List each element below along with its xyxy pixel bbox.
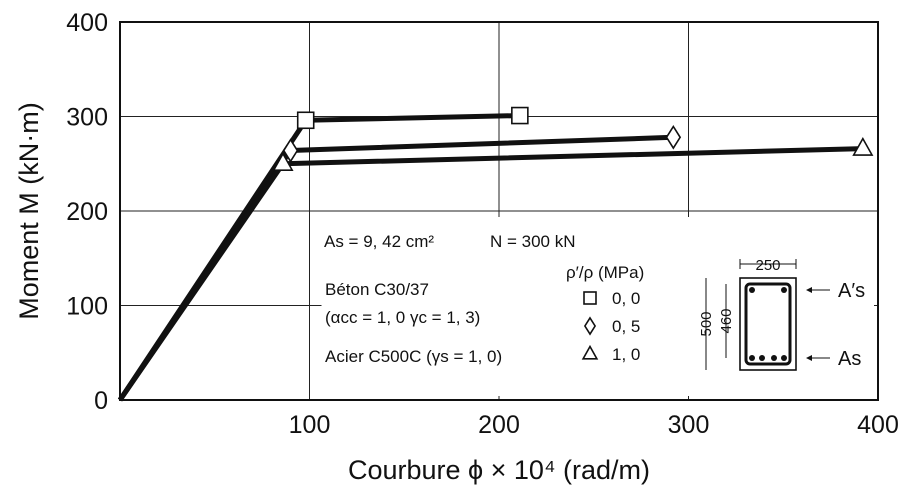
x-tick-label: 200 (478, 411, 520, 439)
y-axis-label: Moment M (kN·m) (14, 102, 44, 320)
triangle-marker (272, 152, 294, 171)
top-steel-label: A′s (838, 280, 865, 302)
tick-labels: 100 200 300 400 0 100 200 300 400 (66, 9, 899, 439)
triangle-marker (852, 136, 874, 156)
legend-title: ρ′/ρ (MPa) (566, 263, 644, 282)
bottom-bar (749, 355, 755, 361)
bottom-bar (781, 355, 787, 361)
diamond-marker (665, 124, 682, 150)
coefficients-annotation: (αcc = 1, 0 γc = 1, 3) (325, 308, 480, 327)
width-dimension-label: 250 (755, 257, 780, 274)
x-tick-label: 100 (289, 411, 331, 439)
legend-entry-label: 1, 0 (612, 345, 640, 364)
square-marker (583, 291, 597, 305)
x-tick-label: 300 (668, 411, 710, 439)
section-outline (739, 277, 797, 371)
y-tick-label: 0 (94, 387, 108, 415)
x-axis-label: Courbure ϕ × 10⁴ (rad/m) (348, 455, 650, 485)
top-bar (781, 287, 787, 293)
legend-entry-label: 0, 5 (612, 317, 640, 336)
as-annotation: As = 9, 42 cm² (324, 232, 434, 251)
bottom-bar (759, 355, 765, 361)
y-tick-label: 200 (66, 198, 108, 226)
diamond-marker (282, 138, 299, 163)
annotation-box: As = 9, 42 cm² N = 300 kN Béton C30/37 (αcc… (321, 217, 874, 396)
triangle-marker (581, 344, 599, 360)
y-tick-label: 300 (66, 104, 108, 132)
x-tick-label: 400 (857, 411, 899, 439)
section-stirrup (744, 282, 792, 366)
acier-annotation: Acier C500C (γs = 1, 0) (325, 347, 502, 366)
plot-frame (119, 21, 879, 401)
bottom-steel-arrowhead (806, 355, 812, 361)
legend-entry-label: 0, 0 (612, 289, 640, 308)
height-dimension-label: 500 (698, 311, 715, 336)
square-marker (296, 111, 315, 130)
bottom-bar (771, 355, 777, 361)
top-steel-arrowhead (806, 287, 812, 293)
depth-dimension-label: 460 (718, 308, 735, 333)
y-tick-label: 400 (66, 9, 108, 37)
n-annotation: N = 300 kN (490, 232, 576, 251)
top-bar (749, 287, 755, 293)
square-marker (511, 106, 529, 125)
series-layer (117, 106, 874, 402)
y-tick-label: 100 (66, 293, 108, 321)
beton-annotation: Béton C30/37 (325, 280, 429, 299)
diamond-marker (583, 316, 597, 336)
bottom-steel-label: As (838, 348, 861, 370)
